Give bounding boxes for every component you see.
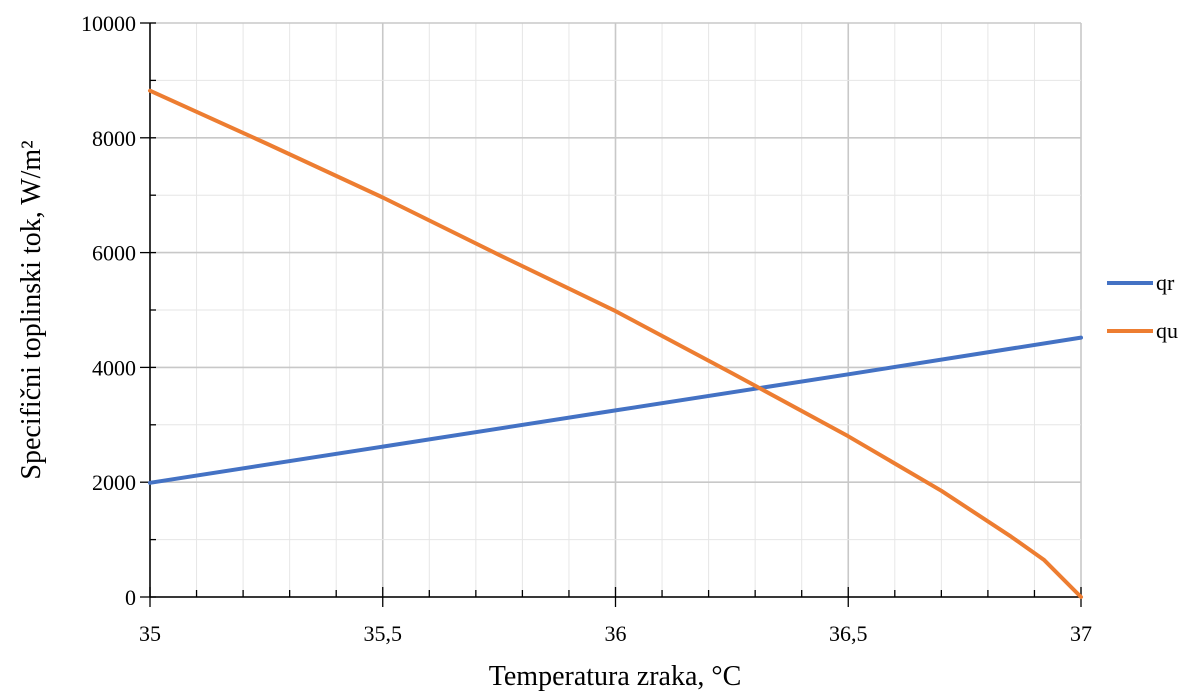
legend: qr qu xyxy=(1107,270,1178,343)
axes xyxy=(140,22,1082,607)
x-tick-label: 37 xyxy=(1070,621,1092,646)
y-tick-label: 8000 xyxy=(92,126,136,151)
x-tick-label: 36,5 xyxy=(829,621,868,646)
x-tick-label: 35 xyxy=(139,621,161,646)
series-lines xyxy=(148,88,1083,599)
y-tick-label: 4000 xyxy=(92,355,136,380)
series-line-qr xyxy=(148,335,1083,485)
y-axis-title: Specifični toplinski tok, W/m² xyxy=(16,140,47,479)
y-tick-label: 6000 xyxy=(92,241,136,266)
x-tick-label: 36 xyxy=(605,621,627,646)
x-tick-label: 35,5 xyxy=(364,621,403,646)
legend-label-qu: qu xyxy=(1156,318,1178,343)
y-tick-label: 0 xyxy=(125,585,136,610)
series-line-qu xyxy=(148,88,1083,599)
legend-label-qr: qr xyxy=(1156,270,1175,295)
x-axis-title: Temperatura zraka, °C xyxy=(489,661,742,692)
y-tick-label: 2000 xyxy=(92,470,136,495)
tick-labels: 35 35,5 36 36,5 37 0 2000 4000 6000 8000 10000 xyxy=(81,11,1092,646)
y-tick-label: 10000 xyxy=(81,11,136,36)
